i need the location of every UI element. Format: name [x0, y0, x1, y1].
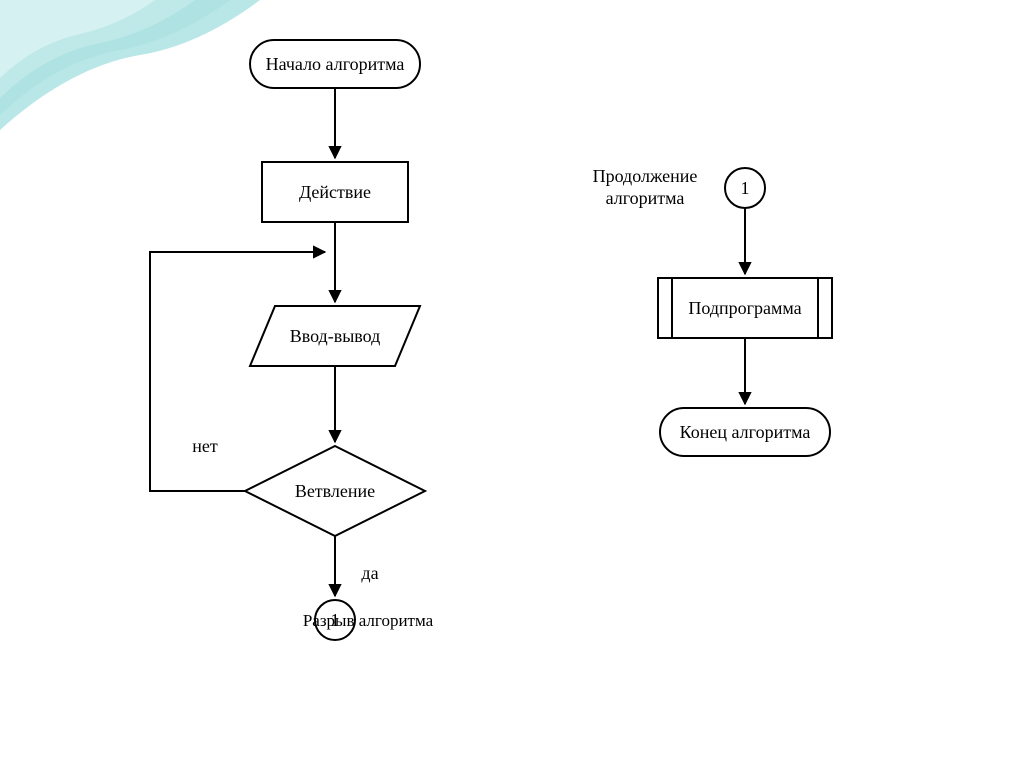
- no-label: нет: [192, 436, 218, 456]
- start-label: Начало алгоритма: [266, 54, 405, 74]
- end-node: Конец алгоритма: [660, 408, 830, 456]
- subroutine-node: Подпрограмма: [658, 278, 832, 338]
- subroutine-label: Подпрограмма: [688, 298, 801, 318]
- decision-node: Ветвление: [245, 446, 425, 536]
- start-node: Начало алгоритма: [250, 40, 420, 88]
- connector2-label: 1: [741, 178, 750, 198]
- action-node: Действие: [262, 162, 408, 222]
- connector2-node: 1: [725, 168, 765, 208]
- io-label: Ввод-вывод: [290, 326, 381, 346]
- edge-no-loop: [150, 252, 325, 491]
- action-label: Действие: [299, 182, 371, 202]
- cont-label-line1: Продолжение: [593, 166, 698, 186]
- decision-label: Ветвление: [295, 481, 375, 501]
- break-label: Разрыв алгоритма: [303, 611, 434, 630]
- yes-label: да: [361, 563, 378, 583]
- end-label: Конец алгоритма: [680, 422, 811, 442]
- cont-label-line2: алгоритма: [606, 188, 685, 208]
- wave-decoration: [0, 0, 260, 130]
- io-node: Ввод-вывод: [250, 306, 420, 366]
- flowchart-canvas: Начало алгоритма Действие Ввод-вывод Вет…: [0, 0, 1024, 767]
